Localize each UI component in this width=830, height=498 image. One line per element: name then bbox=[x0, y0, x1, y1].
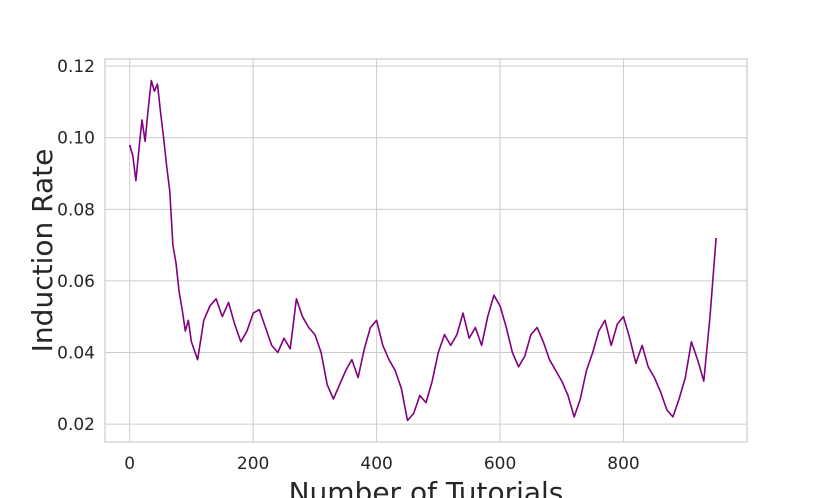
y-tick-label: 0.04 bbox=[57, 344, 95, 364]
x-tick-label: 200 bbox=[237, 454, 269, 474]
y-tick-labels: 0.02 0.04 0.06 0.08 0.10 0.12 bbox=[57, 57, 95, 435]
y-tick-label: 0.06 bbox=[57, 272, 95, 292]
y-tick-label: 0.10 bbox=[57, 129, 95, 149]
plot-frame bbox=[104, 58, 748, 443]
x-axis-title: Number of Tutorials bbox=[289, 476, 564, 498]
series-layer bbox=[128, 79, 717, 422]
x-tick-label: 400 bbox=[360, 454, 392, 474]
y-tick-label: 0.08 bbox=[57, 200, 95, 220]
x-tick-label: 600 bbox=[484, 454, 516, 474]
x-tick-label: 0 bbox=[124, 454, 135, 474]
grid-lines bbox=[105, 59, 747, 442]
y-tick-label: 0.02 bbox=[57, 415, 95, 435]
y-axis-title: Induction Rate bbox=[26, 149, 59, 353]
x-tick-labels: 0 200 400 600 800 bbox=[124, 454, 639, 474]
y-tick-label: 0.12 bbox=[57, 57, 95, 77]
x-tick-label: 800 bbox=[607, 454, 639, 474]
series-line bbox=[128, 79, 717, 422]
